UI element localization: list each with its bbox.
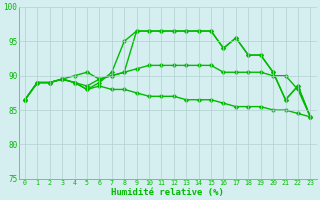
X-axis label: Humidité relative (%): Humidité relative (%) <box>111 188 224 197</box>
